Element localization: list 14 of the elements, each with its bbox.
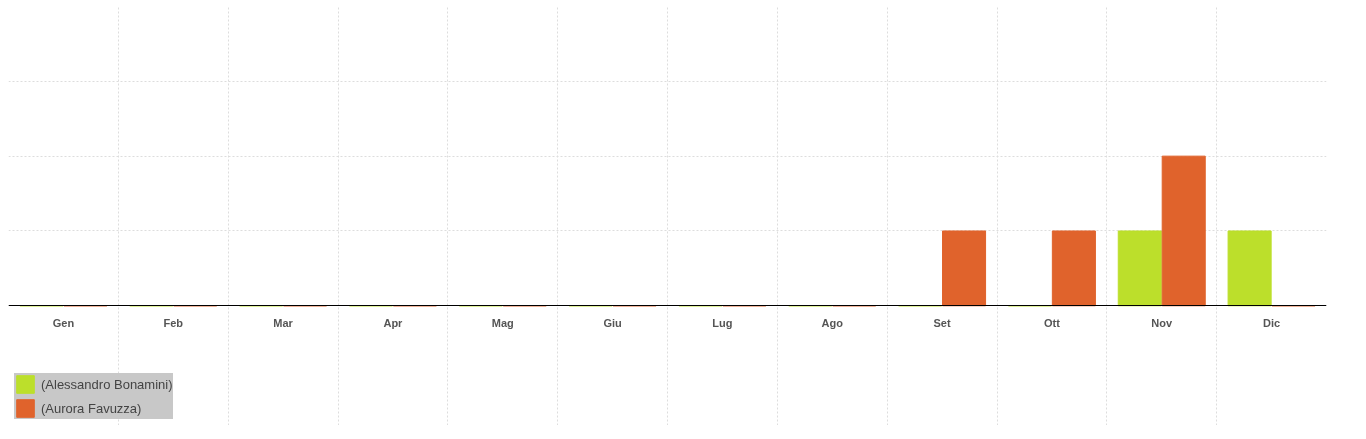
x-tick-label: Feb [163, 316, 184, 329]
x-tick-label: Nov [1151, 316, 1174, 329]
x-tick-label: Mar [273, 316, 294, 329]
x-tick-label: Apr [383, 316, 404, 329]
x-tick-label: Gen [52, 316, 75, 329]
x-tick-label: Dic [1263, 316, 1281, 329]
legend-label: (Alessandro Bonamini) [41, 376, 173, 392]
x-tick-label: Giu [603, 316, 622, 329]
x-tick-label: Mag [491, 316, 514, 329]
legend-label: (Aurora Favuzza) [41, 400, 142, 416]
x-tick-label: Ago [821, 316, 844, 329]
x-tick-label: Ott [1043, 316, 1061, 329]
x-tick-label: Lug [712, 316, 733, 329]
x-tick-label: Set [933, 316, 951, 329]
